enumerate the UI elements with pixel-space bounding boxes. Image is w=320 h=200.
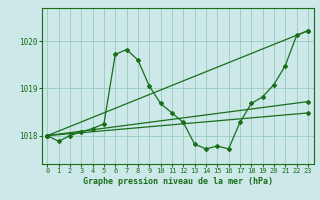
X-axis label: Graphe pression niveau de la mer (hPa): Graphe pression niveau de la mer (hPa) xyxy=(83,177,273,186)
